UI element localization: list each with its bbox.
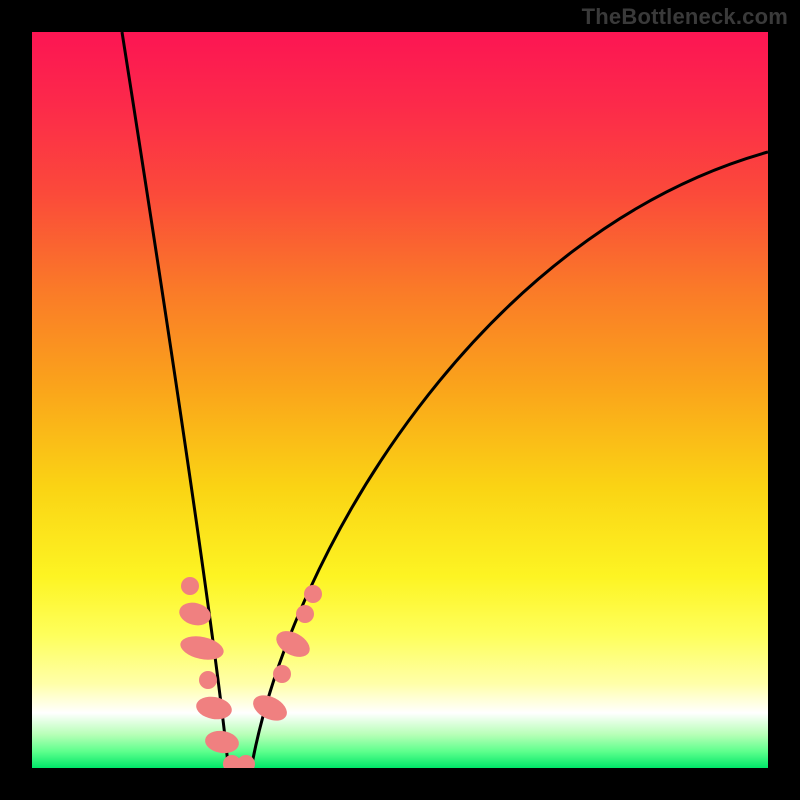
bottleneck-chart-svg — [0, 0, 800, 800]
right-branch-marker — [273, 665, 291, 683]
chart-container: TheBottleneck.com — [0, 0, 800, 800]
left-branch-marker — [199, 671, 217, 689]
left-branch-marker — [181, 577, 199, 595]
right-branch-marker — [296, 605, 314, 623]
right-branch-marker — [304, 585, 322, 603]
gradient-background — [32, 32, 768, 768]
watermark-text: TheBottleneck.com — [582, 4, 788, 30]
